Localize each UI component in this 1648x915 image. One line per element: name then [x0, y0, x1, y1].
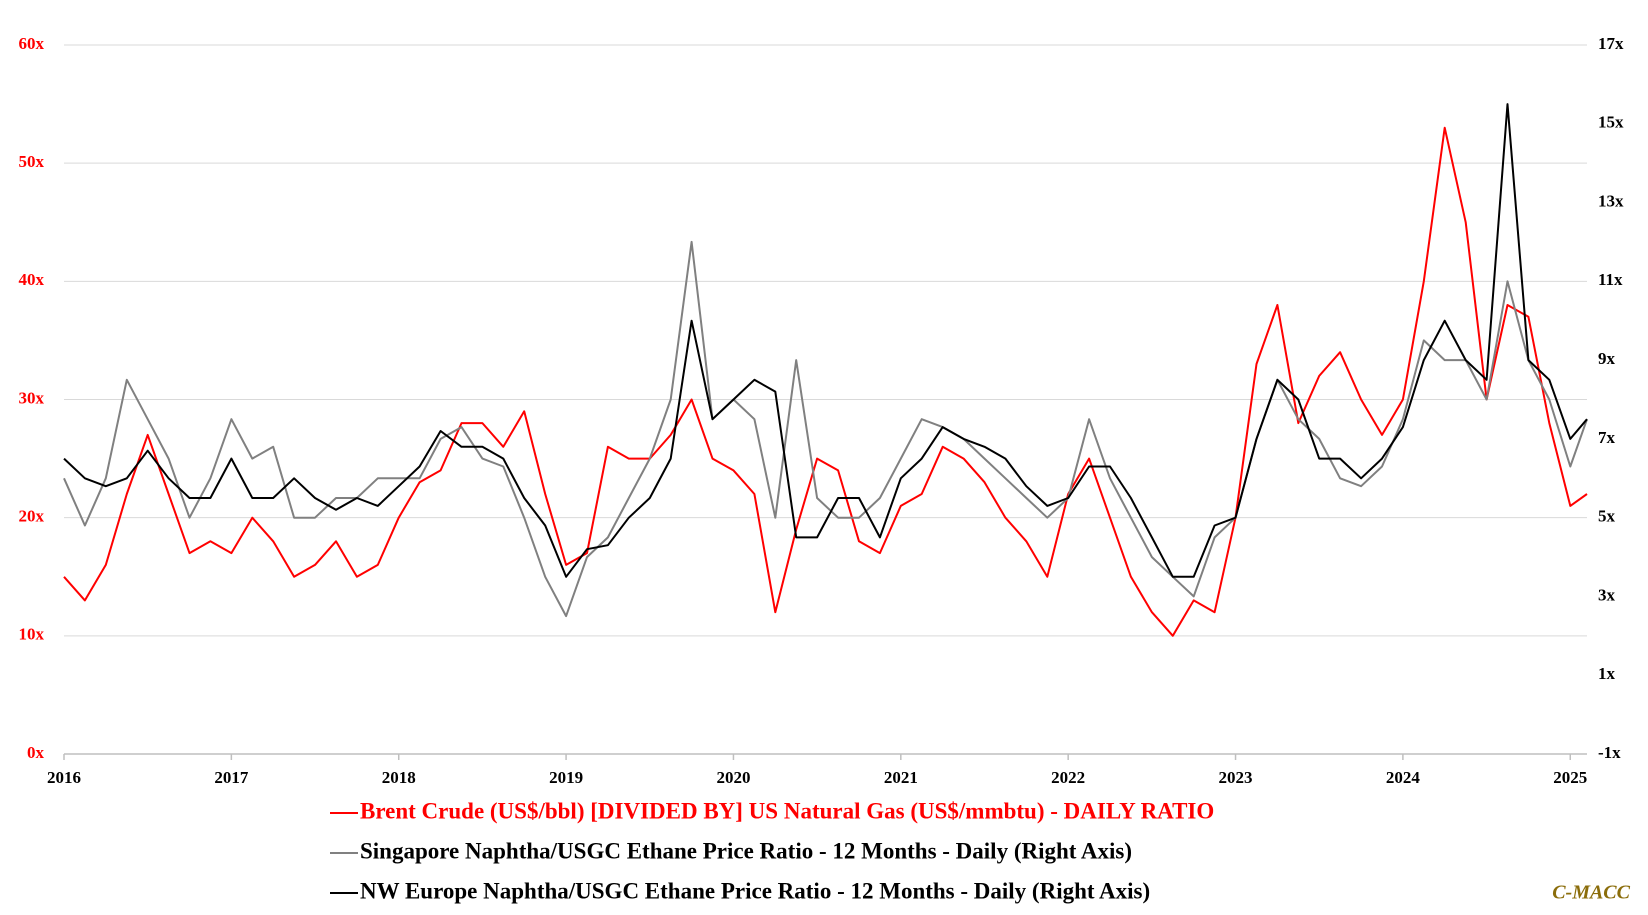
- y2-tick-label: 1x: [1598, 664, 1616, 683]
- y2-tick-label: -1x: [1598, 743, 1621, 762]
- series-line: [63, 126, 1588, 637]
- x-tick-label: 2023: [1219, 768, 1253, 787]
- y2-tick-label: 15x: [1598, 113, 1624, 132]
- x-tick-label: 2025: [1553, 768, 1587, 787]
- x-tick-label: 2019: [549, 768, 583, 787]
- y-tick-label: 40x: [19, 270, 45, 289]
- y-tick-label: 50x: [19, 152, 45, 171]
- series-line: [63, 240, 1588, 618]
- y2-tick-label: 9x: [1598, 349, 1616, 368]
- legend-label: Brent Crude (US$/bbl) [DIVIDED BY] US Na…: [360, 798, 1214, 823]
- x-tick-label: 2016: [47, 768, 81, 787]
- y2-tick-label: 17x: [1598, 34, 1624, 53]
- y-tick-label: 30x: [19, 388, 45, 407]
- y2-tick-label: 13x: [1598, 191, 1624, 210]
- legend-label: NW Europe Naphtha/USGC Ethane Price Rati…: [360, 878, 1150, 903]
- y2-tick-label: 3x: [1598, 585, 1616, 604]
- series-line: [63, 103, 1588, 578]
- y-tick-label: 60x: [19, 34, 45, 53]
- x-tick-label: 2018: [382, 768, 416, 787]
- legend-label: Singapore Naphtha/USGC Ethane Price Rati…: [360, 838, 1132, 863]
- x-tick-label: 2017: [214, 768, 249, 787]
- y2-tick-label: 11x: [1598, 270, 1623, 289]
- x-tick-label: 2020: [716, 768, 750, 787]
- y2-tick-label: 5x: [1598, 507, 1616, 526]
- y-tick-label: 0x: [27, 743, 45, 762]
- y-tick-label: 20x: [19, 507, 45, 526]
- x-tick-label: 2022: [1051, 768, 1085, 787]
- source-label: C-MACC: [1552, 882, 1630, 904]
- x-tick-label: 2024: [1386, 768, 1421, 787]
- y-tick-label: 10x: [19, 625, 45, 644]
- y2-tick-label: 7x: [1598, 428, 1616, 447]
- x-tick-label: 2021: [884, 768, 918, 787]
